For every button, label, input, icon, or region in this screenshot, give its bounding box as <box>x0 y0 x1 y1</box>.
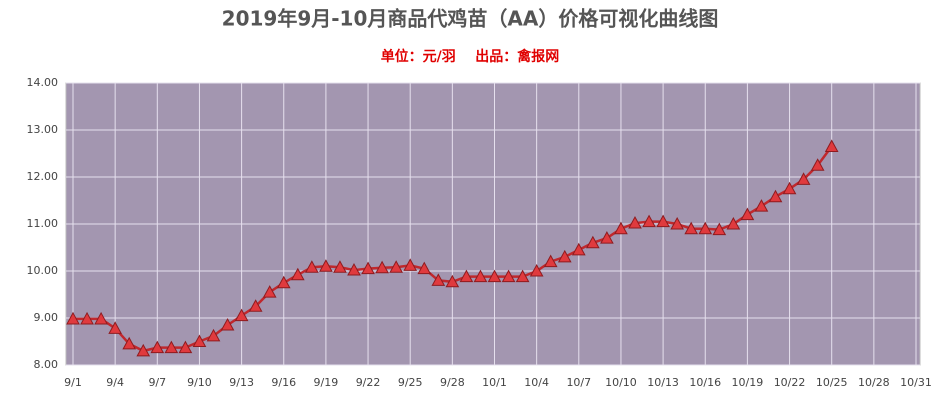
x-tick-label: 9/22 <box>356 376 381 389</box>
y-tick-label: 9.00 <box>34 311 59 324</box>
marker <box>305 260 319 273</box>
y-tick-label: 11.00 <box>27 217 59 230</box>
marker <box>431 273 446 286</box>
y-tick-label: 12.00 <box>27 170 59 183</box>
marker <box>108 321 122 334</box>
marker <box>670 216 684 230</box>
marker <box>656 214 670 228</box>
y-tick-label: 14.00 <box>27 76 59 89</box>
marker <box>726 216 741 230</box>
marker <box>80 311 94 325</box>
marker <box>136 343 151 357</box>
marker <box>557 249 572 263</box>
x-tick-label: 9/13 <box>229 376 254 389</box>
chart-title: 2019年9月-10月商品代鸡苗（AA）价格可视化曲线图 <box>222 7 719 31</box>
marker <box>824 139 839 152</box>
x-tick-label: 9/10 <box>187 376 212 389</box>
marker <box>543 254 558 268</box>
x-tick-label: 9/19 <box>314 376 339 389</box>
marker <box>262 285 277 298</box>
x-tick-label: 9/1 <box>64 376 82 389</box>
marker <box>614 221 628 235</box>
marker <box>220 318 235 331</box>
marker <box>796 172 811 185</box>
x-tick-label: 9/25 <box>398 376 423 389</box>
marker <box>473 269 488 283</box>
marker <box>712 222 727 236</box>
marker <box>515 269 530 283</box>
marker <box>333 260 347 273</box>
marker <box>290 267 305 281</box>
marker <box>403 258 418 271</box>
x-tick-label: 10/28 <box>858 376 890 389</box>
x-tick-label: 10/22 <box>774 376 806 389</box>
marker <box>192 334 207 347</box>
marker <box>150 340 165 354</box>
marker <box>684 221 699 235</box>
x-tick-label: 9/7 <box>148 376 166 389</box>
marker <box>768 189 783 203</box>
marker <box>122 336 137 350</box>
marker <box>319 259 333 272</box>
marker <box>276 275 291 289</box>
x-tick-label: 10/31 <box>900 376 932 389</box>
chart-subtitle: 单位：元/羽 出品：禽报网 <box>381 48 560 65</box>
x-tick-label: 10/10 <box>605 376 637 389</box>
marker <box>487 269 502 283</box>
marker <box>389 260 403 273</box>
marker <box>164 340 179 354</box>
marker <box>248 299 263 312</box>
marker <box>178 340 193 354</box>
y-tick-label: 10.00 <box>27 264 59 277</box>
marker <box>642 214 656 228</box>
marker <box>417 261 432 275</box>
marker <box>698 221 713 235</box>
marker <box>586 235 600 249</box>
marker <box>810 158 825 171</box>
y-tick-label: 8.00 <box>34 358 59 371</box>
marker <box>600 231 614 244</box>
x-tick-label: 10/4 <box>524 376 549 389</box>
marker <box>347 263 361 276</box>
x-tick-label: 10/13 <box>647 376 679 389</box>
x-tick-label: 9/4 <box>106 376 124 389</box>
x-tick-label: 10/25 <box>816 376 848 389</box>
x-tick-label: 9/16 <box>271 376 296 389</box>
marker <box>628 216 642 229</box>
marker <box>94 311 108 325</box>
x-tick-label: 10/19 <box>732 376 764 389</box>
marker <box>529 263 544 277</box>
x-tick-label: 10/1 <box>482 376 507 389</box>
marker <box>234 308 249 322</box>
marker <box>445 274 460 288</box>
marker <box>66 311 80 325</box>
x-tick-label: 10/7 <box>566 376 591 389</box>
x-tick-label: 9/28 <box>440 376 465 389</box>
marker <box>361 261 375 275</box>
marker <box>459 269 474 283</box>
marker <box>375 260 389 274</box>
marker <box>740 207 755 221</box>
x-tick-label: 10/16 <box>689 376 721 389</box>
marker <box>206 328 221 342</box>
marker <box>754 199 769 212</box>
y-tick-label: 13.00 <box>27 123 59 136</box>
marker <box>782 181 797 195</box>
marker <box>571 242 586 256</box>
marker <box>501 269 516 283</box>
